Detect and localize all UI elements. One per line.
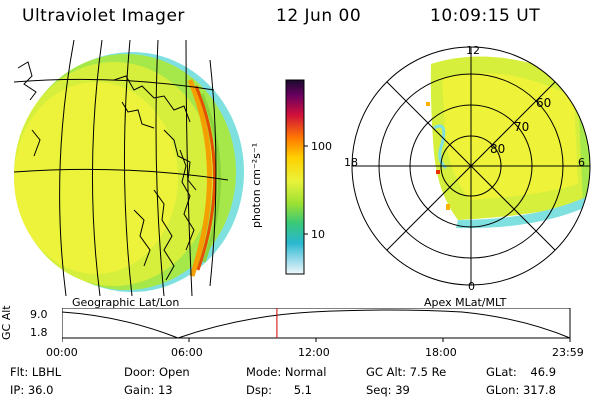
glon-value: 317.8 [522,383,556,397]
altitude-curve [62,309,571,339]
glat-value: 46.9 [530,365,557,379]
gcalt-label: GC Alt: [366,365,407,379]
altitude-ylabel: GC Alt [0,305,13,340]
polar-mlat-mlt-panel [351,46,591,286]
xtick-0000: 00:00 [46,346,78,359]
mlat-80-label: 80 [490,142,506,156]
color-scale-bar [285,79,308,275]
door-status: Door: Open [124,365,190,379]
time-label: 10:09:15 UT [430,6,541,26]
mlat-60-label: 60 [536,96,552,110]
gcalt-value: 7.5 Re [409,365,447,379]
colorbar-unit-label: photon cm⁻²s⁻¹ [250,142,263,228]
mlt-6-label: 6 [578,156,585,169]
geographic-globe-panel [14,40,244,296]
ip-status: IP: 36.0 [10,383,53,397]
ip-value: 36.0 [27,383,54,397]
glon-status: GLon: 317.8 [486,383,556,397]
instrument-title: Ultraviolet Imager [22,6,185,26]
xtick-1200: 12:00 [298,346,330,359]
dsp-label: Dsp: [246,383,273,397]
mlat-70-label: 70 [514,120,530,134]
polar-panel-caption: Apex MLat/MLT [424,296,507,309]
filter-status: Flt: LBHL [10,365,61,379]
altitude-ytick-high: 9.0 [30,308,48,321]
date-label: 12 Jun 00 [276,6,362,26]
mode-value: Normal [284,365,327,379]
mode-status: Mode: Normal [246,365,326,379]
mlt-18-label: 18 [344,156,358,169]
geo-panel-caption: Geographic Lat/Lon [72,296,180,309]
ip-label: IP: [10,383,25,397]
seq-label: Seq: [366,383,392,397]
gcalt-status: GC Alt: 7.5 Re [366,365,446,379]
filter-label: Flt: [10,365,29,379]
gain-label: Gain: [124,383,155,397]
mode-label: Mode: [246,365,282,379]
filter-value: LBHL [31,365,62,379]
altitude-ytick-low: 1.8 [30,326,48,339]
dsp-status: Dsp: 5.1 [246,383,312,397]
xtick-1800: 18:00 [425,346,457,359]
colorbar-tick-100: 100 [311,140,332,153]
polar-grid [351,46,591,286]
glon-label: GLon: [486,383,520,397]
gain-status: Gain: 13 [124,383,173,397]
door-label: Door: [124,365,156,379]
colorbar-tick-10: 10 [311,228,325,241]
xtick-2359: 23:59 [552,346,584,359]
dsp-value: 5.1 [293,383,312,397]
xtick-0600: 06:00 [171,346,203,359]
door-value: Open [158,365,190,379]
lat-lon-grid [14,40,229,296]
coastline-outlines [17,61,197,281]
glat-label: GLat: [486,365,517,379]
globe-aurora-image [14,52,244,292]
altitude-plot [62,308,571,342]
mlt-12-label: 12 [466,44,480,57]
gain-value: 13 [157,383,173,397]
mlt-0-label: 0 [468,280,475,293]
seq-status: Seq: 39 [366,383,410,397]
glat-status: GLat: 46.9 [486,365,556,379]
seq-value: 39 [395,383,410,397]
